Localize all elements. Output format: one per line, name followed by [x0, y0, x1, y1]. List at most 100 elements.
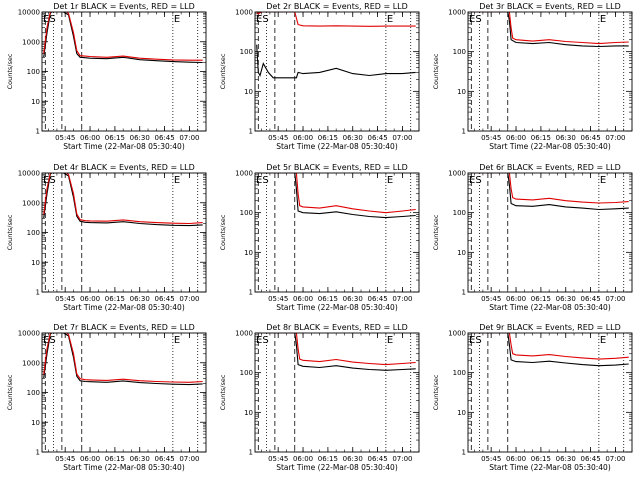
plot-frame — [41, 332, 207, 453]
events-series-line — [256, 173, 416, 219]
events-series-line — [43, 333, 203, 386]
detector-panel-8: Det 8r BLACK = Events, RED = LLD Counts/s… — [219, 323, 420, 472]
y-tick-label: 100 — [453, 209, 466, 217]
y-tick-label: 1000 — [235, 9, 253, 17]
y-tick-label: 10 — [244, 249, 253, 257]
x-tick-label: 07:00 — [605, 134, 625, 142]
series-group — [43, 333, 203, 386]
x-tick-label: 06:15 — [105, 134, 125, 142]
x-tick-label: 06:00 — [80, 134, 100, 142]
x-tick-label: 06:15 — [531, 455, 551, 463]
y-axis-label: Counts/sec — [6, 53, 14, 89]
y-tick-label: 100 — [453, 369, 466, 377]
plot-frame — [467, 332, 633, 453]
x-tick-label: 06:15 — [318, 134, 338, 142]
series-group — [43, 12, 203, 64]
y-axis-label: Counts/sec — [432, 374, 440, 410]
panel-title: Det 9r BLACK = Events, RED = LLD — [479, 323, 621, 332]
x-axis-label: Start Time (22-Mar-08 05:30:40) — [276, 303, 398, 312]
marker-e: E — [387, 335, 393, 346]
events-series-line — [43, 12, 203, 64]
x-tick-label: 06:30 — [130, 455, 150, 463]
x-tick-label: 06:15 — [105, 455, 125, 463]
y-tick-label: 10 — [244, 409, 253, 417]
x-axis-label: Start Time (22-Mar-08 05:30:40) — [276, 463, 398, 472]
x-tick-label: 06:45 — [154, 134, 174, 142]
marker-es: ES — [256, 175, 269, 186]
x-tick-label: 05:45 — [481, 455, 501, 463]
marker-e: E — [600, 335, 606, 346]
x-tick-label: 06:45 — [367, 295, 387, 303]
plot-frame — [254, 11, 420, 132]
panel-title: Det 2r BLACK = Events, RED = LLD — [266, 2, 408, 11]
y-tick-label: 100 — [27, 229, 40, 237]
x-tick-label: 06:00 — [506, 295, 526, 303]
y-tick-label: 1000 — [448, 9, 466, 17]
y-axis-label: Counts/sec — [219, 374, 227, 410]
lld-series-line — [469, 173, 629, 204]
plot-frame — [254, 332, 420, 453]
x-axis-label: Start Time (22-Mar-08 05:30:40) — [63, 142, 185, 151]
y-tick-label: 1000 — [235, 170, 253, 178]
x-tick-label: 06:15 — [531, 295, 551, 303]
x-tick-label: 05:45 — [55, 134, 75, 142]
lld-series-line — [469, 12, 629, 45]
detector-panel-5: Det 5r BLACK = Events, RED = LLD Counts/s… — [219, 163, 420, 312]
detector-panel-4: Det 4r BLACK = Events, RED = LLD Counts/s… — [6, 163, 207, 312]
x-tick-label: 06:30 — [343, 295, 363, 303]
lld-series-line — [43, 333, 203, 383]
y-tick-label: 10 — [457, 249, 466, 257]
x-tick-label: 07:00 — [605, 455, 625, 463]
x-axis-label: Start Time (22-Mar-08 05:30:40) — [489, 463, 611, 472]
x-tick-label: 06:30 — [130, 295, 150, 303]
x-tick-label: 06:15 — [318, 295, 338, 303]
y-tick-label: 1 — [462, 128, 466, 136]
y-tick-label: 100 — [27, 389, 40, 397]
x-tick-label: 06:30 — [343, 134, 363, 142]
x-tick-label: 07:00 — [392, 134, 412, 142]
y-tick-label: 1 — [36, 449, 40, 457]
x-tick-label: 06:00 — [506, 455, 526, 463]
y-tick-label: 1 — [249, 128, 253, 136]
x-tick-label: 06:15 — [105, 295, 125, 303]
x-tick-label: 06:15 — [531, 134, 551, 142]
x-tick-label: 07:00 — [179, 295, 199, 303]
x-axis-label: Start Time (22-Mar-08 05:30:40) — [63, 303, 185, 312]
marker-e: E — [387, 14, 393, 25]
y-axis-label: Counts/sec — [219, 214, 227, 250]
y-tick-label: 1000 — [22, 359, 40, 367]
x-tick-label: 06:45 — [154, 455, 174, 463]
y-tick-label: 1 — [462, 449, 466, 457]
y-tick-label: 100 — [240, 48, 253, 56]
y-tick-label: 10 — [457, 88, 466, 96]
x-tick-label: 06:30 — [556, 134, 576, 142]
plot-frame — [41, 172, 207, 293]
x-tick-label: 06:45 — [367, 455, 387, 463]
x-axis-label: Start Time (22-Mar-08 05:30:40) — [489, 303, 611, 312]
marker-es: ES — [256, 335, 269, 346]
marker-e: E — [174, 335, 180, 346]
x-axis-label: Start Time (22-Mar-08 05:30:40) — [489, 142, 611, 151]
x-tick-label: 05:45 — [268, 455, 288, 463]
y-axis-label: Counts/sec — [432, 214, 440, 250]
y-tick-label: 10000 — [18, 9, 40, 17]
plot-frame — [41, 11, 207, 132]
y-tick-label: 1000 — [448, 170, 466, 178]
detector-panel-7: Det 7r BLACK = Events, RED = LLD Counts/s… — [6, 323, 207, 472]
y-tick-label: 1 — [462, 289, 466, 297]
y-tick-label: 10 — [457, 409, 466, 417]
series-group — [256, 12, 416, 79]
x-tick-label: 06:00 — [80, 295, 100, 303]
y-axis-label: Counts/sec — [219, 53, 227, 89]
events-series-line — [256, 44, 416, 79]
lld-series-line — [256, 333, 416, 366]
y-tick-label: 10 — [31, 419, 40, 427]
panel-title: Det 3r BLACK = Events, RED = LLD — [479, 2, 621, 11]
x-tick-label: 05:45 — [268, 295, 288, 303]
y-tick-label: 10000 — [18, 330, 40, 338]
y-tick-label: 1000 — [235, 330, 253, 338]
x-tick-label: 06:45 — [154, 295, 174, 303]
events-series-line — [469, 173, 629, 211]
detector-panel-6: Det 6r BLACK = Events, RED = LLD Counts/s… — [432, 163, 633, 312]
